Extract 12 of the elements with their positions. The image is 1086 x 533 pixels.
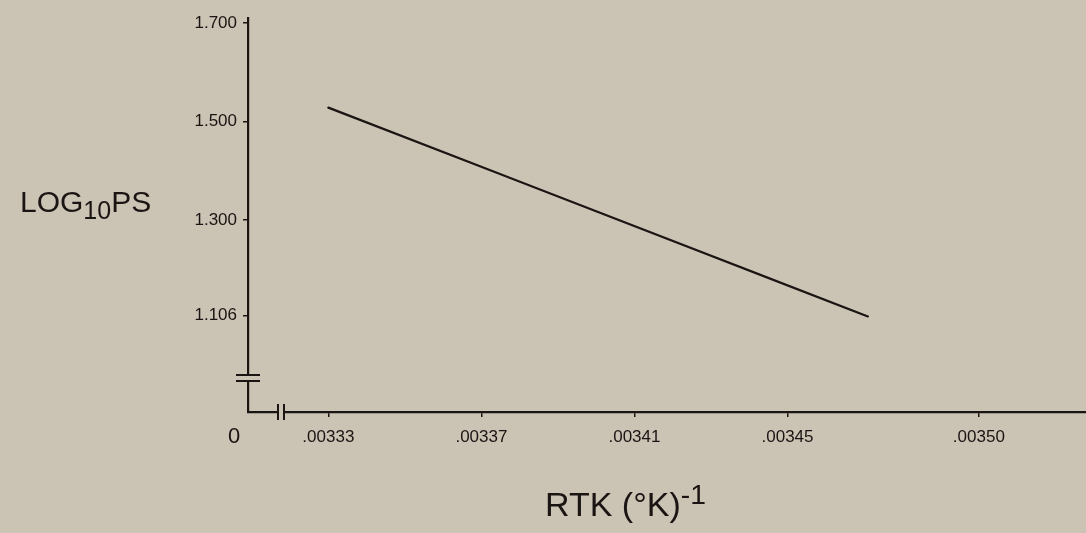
- y-tick-label: 1.500: [194, 111, 237, 131]
- x-tick-label: .00337: [455, 426, 508, 446]
- y-tick-label: 1.106: [194, 305, 237, 325]
- x-tick-label: .00333: [302, 426, 355, 446]
- y-tick-label: 1.700: [194, 12, 237, 32]
- x-axis-title: RTK (°K)$^{-1}$: [545, 478, 706, 525]
- x-tick-label: .00341: [608, 426, 661, 446]
- x-tick-label: .00350: [952, 426, 1005, 446]
- x-tick-label: .00345: [761, 426, 814, 446]
- text: 0: [227, 423, 241, 449]
- y-axis-title: LOG$_{10}$PS: [20, 185, 152, 225]
- y-tick-label: 1.300: [194, 209, 237, 229]
